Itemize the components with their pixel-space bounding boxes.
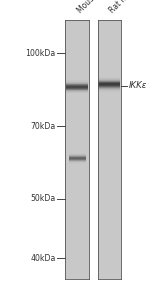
Bar [98, 89, 121, 90]
Bar [98, 88, 121, 89]
Bar [69, 157, 86, 158]
Bar [98, 81, 121, 82]
Text: Rat lung: Rat lung [108, 0, 137, 15]
Text: Mouse lung: Mouse lung [76, 0, 113, 15]
Bar [66, 90, 88, 91]
Bar [98, 20, 121, 279]
Text: 70kDa: 70kDa [30, 122, 55, 131]
Bar [66, 83, 88, 84]
Bar [98, 84, 121, 85]
Bar [69, 159, 86, 160]
Bar [69, 160, 86, 161]
Bar [98, 90, 121, 91]
Bar [69, 155, 86, 156]
Bar [69, 154, 86, 155]
Bar [69, 161, 86, 162]
Bar [98, 80, 121, 81]
Bar [66, 81, 88, 82]
Bar [66, 89, 88, 90]
Bar [98, 85, 121, 86]
Bar [66, 93, 88, 94]
Bar [69, 162, 86, 163]
Bar [69, 163, 86, 164]
Bar [69, 156, 86, 157]
Bar [66, 85, 88, 86]
Bar [66, 92, 88, 93]
Bar [98, 83, 121, 84]
Bar [66, 91, 88, 92]
Bar [66, 84, 88, 85]
Bar [66, 80, 88, 81]
Text: 40kDa: 40kDa [30, 254, 55, 263]
Bar [66, 88, 88, 89]
Bar [69, 153, 86, 154]
Bar [66, 82, 88, 83]
Bar [98, 87, 121, 88]
Bar [69, 158, 86, 159]
Bar [66, 86, 88, 87]
Bar [69, 154, 86, 155]
Text: IKKε: IKKε [129, 81, 147, 90]
Bar [98, 77, 121, 78]
Bar [69, 160, 86, 161]
Bar [89, 20, 98, 279]
Bar [98, 79, 121, 80]
Bar [66, 87, 88, 88]
Text: 100kDa: 100kDa [25, 49, 55, 58]
Bar [98, 86, 121, 87]
Bar [98, 78, 121, 79]
Bar [98, 82, 121, 83]
Text: 50kDa: 50kDa [30, 194, 55, 203]
Bar [65, 20, 89, 279]
